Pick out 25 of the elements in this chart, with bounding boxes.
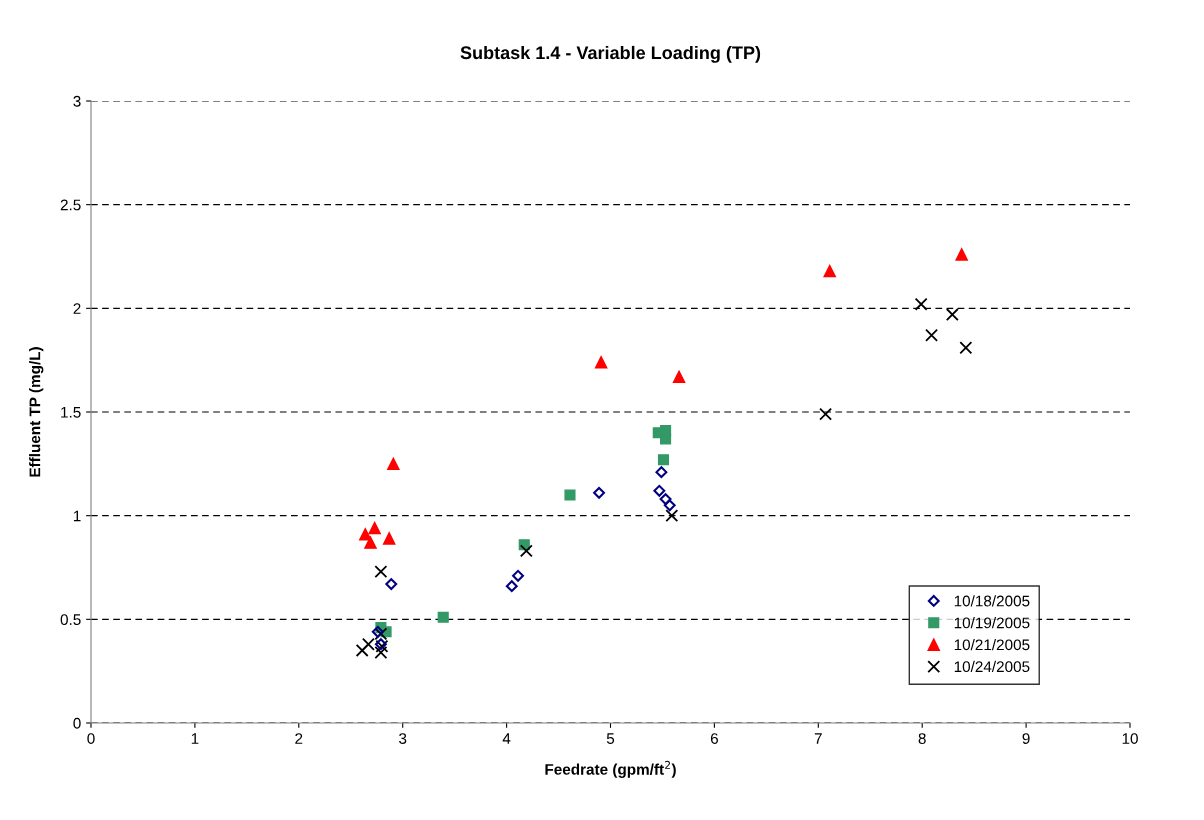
legend-label: 10/19/2005 <box>954 617 1030 629</box>
x-tick-label: 8 <box>918 733 926 744</box>
x-tick-label: 10 <box>1122 733 1138 744</box>
x-tick-label: 5 <box>606 733 615 744</box>
y-tick-label: 2.5 <box>60 199 81 211</box>
x-tick-label: 2 <box>295 733 303 744</box>
x-axis-title: Feedrate (gpm/ft$^{2}$) <box>545 760 676 778</box>
legend-label: 10/24/2005 <box>954 660 1030 673</box>
x-tick-label: 3 <box>399 733 407 744</box>
y-tick-label: 3 <box>73 95 81 107</box>
y-tick-label: 0 <box>73 717 81 729</box>
x-tick-label: 1 <box>191 733 199 744</box>
legend-label: 10/18/2005 <box>954 595 1030 607</box>
y-tick-label: 0.5 <box>60 614 81 626</box>
x-tick-label: 4 <box>502 733 511 744</box>
x-tick-label: 9 <box>1022 733 1030 744</box>
y-tick-label: 1.5 <box>61 407 81 418</box>
y-tick-label: 1 <box>73 510 81 522</box>
legend-label: 10/21/2005 <box>954 638 1030 651</box>
x-tick-label: 7 <box>814 733 822 744</box>
y-tick-label: 2 <box>73 303 81 314</box>
y-axis-title: Effluent TP (mg/L) <box>29 347 44 477</box>
x-tick-label: 0 <box>87 733 95 744</box>
chart-title: Subtask 1.4 - Variable Loading (TP) <box>460 45 761 63</box>
x-tick-label: 6 <box>710 733 718 744</box>
